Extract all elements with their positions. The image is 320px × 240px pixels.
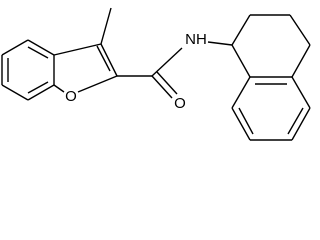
atom-label: NH [185,31,207,48]
molecule: O O NH [1,7,311,141]
atom-label: O [65,88,77,105]
page: O O NH (() => { const data = JSON.parse(… [1,7,311,141]
atom-label: O [174,95,186,112]
bonds [1,7,311,141]
